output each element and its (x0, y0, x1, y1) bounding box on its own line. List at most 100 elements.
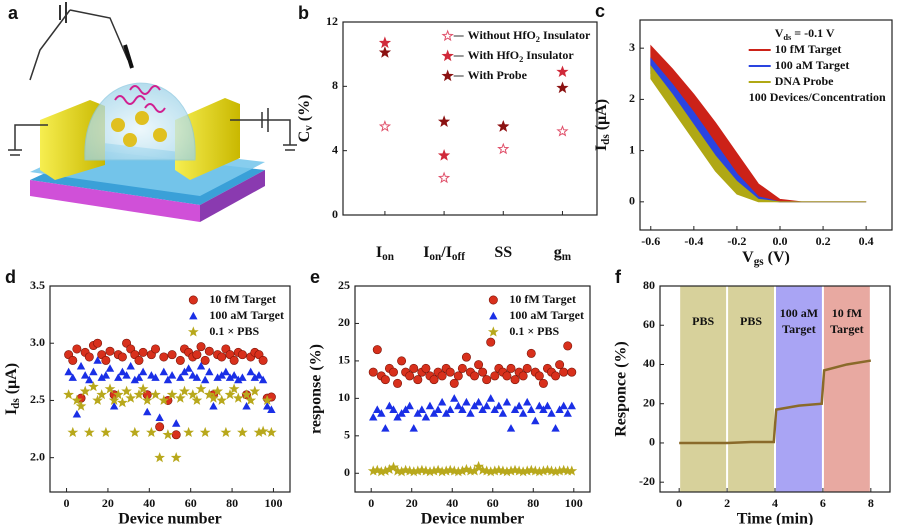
point (112, 389, 124, 400)
point (526, 348, 536, 358)
point (482, 401, 491, 410)
plot-frame (49, 285, 291, 493)
x-tick-label: 60 (185, 496, 197, 510)
point (368, 367, 378, 377)
label-part: Insulator (523, 48, 574, 62)
point (105, 364, 115, 372)
label-part: (%) (296, 95, 313, 126)
point (204, 346, 214, 356)
point (72, 409, 82, 418)
point (138, 367, 148, 376)
point (453, 371, 463, 381)
point (249, 385, 261, 396)
point (535, 401, 544, 410)
point (224, 389, 236, 400)
legend-label: 100 aM Target (509, 308, 584, 322)
plot-frame (342, 21, 598, 216)
region (823, 286, 870, 492)
point (531, 416, 540, 425)
y-tick-label: 12 (326, 14, 338, 28)
region-label: PBS (740, 314, 762, 328)
point (199, 426, 211, 438)
point (134, 355, 144, 365)
point (209, 401, 218, 410)
point (138, 347, 148, 357)
label-part: Insulator (540, 28, 591, 42)
point (67, 426, 79, 438)
x-tick-label: 40 (143, 496, 155, 510)
region-label: 10 fM Target (830, 306, 864, 336)
x-axis-label: Vgs (V) (742, 249, 790, 268)
y-tick-label: 0 (629, 194, 635, 208)
point (409, 363, 419, 373)
point (109, 401, 119, 410)
point (191, 394, 203, 405)
label-part: ds (783, 33, 792, 42)
point (556, 65, 569, 78)
probe-electrode (123, 44, 134, 69)
point (405, 401, 414, 410)
panel-label: e (310, 267, 320, 287)
x-tick-label: 100 (264, 496, 282, 510)
point (258, 355, 268, 365)
point (217, 371, 226, 379)
y-tick-label: 0 (332, 207, 338, 221)
point (200, 355, 210, 365)
label-part: g (554, 244, 562, 261)
label-part: ds (600, 134, 612, 145)
label-part: on (429, 251, 442, 263)
region (680, 286, 727, 492)
point (437, 397, 447, 406)
point (527, 405, 536, 413)
point (514, 401, 524, 410)
label-part: With HfO (468, 48, 519, 62)
point (175, 392, 186, 403)
label-part: I (593, 145, 610, 151)
point (566, 465, 578, 476)
point (567, 367, 577, 377)
point (189, 311, 198, 320)
point (556, 81, 569, 94)
point (228, 383, 240, 394)
point (85, 375, 94, 384)
point (212, 385, 223, 396)
x-tick-label: 0.2 (816, 234, 831, 248)
point (117, 352, 127, 362)
label-part: (V) (764, 249, 790, 266)
point (158, 394, 170, 405)
point (389, 405, 398, 413)
y-tick-label: 3.5 (30, 278, 45, 292)
point (188, 295, 198, 305)
point (458, 405, 467, 413)
point (518, 371, 528, 381)
point (104, 383, 116, 394)
y-tick-label: 20 (643, 395, 655, 409)
point (217, 352, 227, 362)
point (522, 397, 532, 406)
y-axis-label: Ids (μA) (3, 363, 22, 415)
region-label-line: 100 aM (780, 306, 818, 320)
point (93, 338, 103, 348)
y-axis-label: Ids (μA) (593, 99, 612, 151)
label-part: C (296, 131, 313, 143)
point (88, 381, 99, 392)
point (195, 383, 207, 394)
point (163, 375, 173, 384)
label-part: on (382, 251, 395, 263)
point (482, 375, 492, 385)
point (469, 465, 480, 476)
point (101, 355, 111, 365)
panel-label: c (595, 1, 605, 21)
point (72, 344, 82, 354)
device-illustration (8, 2, 297, 222)
point (486, 394, 495, 402)
region (776, 286, 822, 492)
point (166, 389, 178, 400)
point (506, 424, 516, 432)
point (567, 401, 576, 410)
label-part: 2 (536, 35, 540, 44)
point (441, 49, 454, 62)
point (490, 371, 500, 381)
